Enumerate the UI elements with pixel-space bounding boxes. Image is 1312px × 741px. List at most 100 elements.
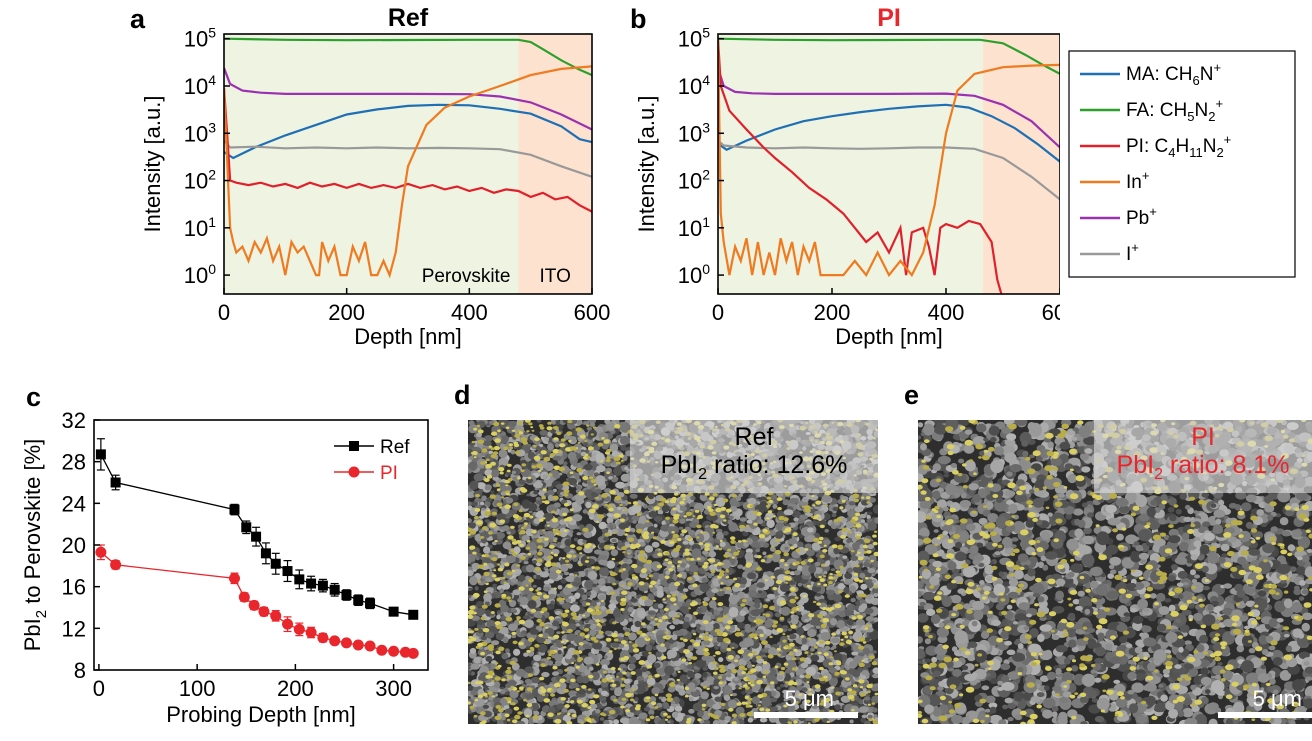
sem-grain [577,486,581,490]
sem-grain [521,633,525,638]
legend-label-ref: Ref [380,437,410,458]
sem-grain [599,522,607,530]
sem-grain [753,562,758,566]
sem-grain [620,718,630,724]
sem-grain [657,622,667,630]
sem-grain [849,636,853,640]
sem-grain [750,674,757,681]
sem-grain [639,585,649,592]
sem-grain [764,578,774,587]
sem-grain [583,509,588,513]
sem-grain [479,515,484,519]
sem-grain [789,634,797,640]
sem-grain [727,673,732,677]
sem-grain [607,560,615,568]
sem-grain [851,651,858,655]
sem-grain [700,583,710,592]
sem-grain [662,661,668,667]
y-tick-label: 100 [678,261,710,288]
y-tick-label: 20 [62,533,86,558]
data-point-pi [95,547,106,558]
sem-grain [516,669,526,677]
sem-grain [746,661,751,664]
sem-grain [858,605,865,612]
sem-grain [662,505,670,512]
y-tick-label: 12 [62,616,86,641]
sem-grain [718,657,723,662]
sem-grain [717,607,723,611]
y-tick-label: 102 [184,167,216,194]
sem-grain [723,531,729,536]
sem-grain [552,621,559,627]
sem-grain [647,677,656,685]
sem-grain [503,637,509,644]
data-point-pi [110,559,121,570]
sem-grain [526,494,530,497]
sem-grain [497,610,501,613]
sem-grain [793,574,801,582]
sem-grain [609,524,614,528]
sem-grain [737,542,744,548]
sem-grain [849,501,856,505]
sem-grain [844,573,852,579]
sem-grain [801,645,809,651]
sem-grain [483,705,489,709]
y-tick-label: 101 [184,214,216,241]
data-point-ref [294,574,304,584]
sem-grain [684,617,690,622]
sem-grain [860,584,867,590]
sem-grain [645,645,652,652]
sem-grain [570,682,579,688]
data-point-ref [261,548,271,558]
sem-grain [641,667,647,672]
sem-grain [761,649,765,653]
sem-grain [486,656,493,662]
sem-grain [629,706,636,712]
sem-grain [703,597,710,602]
x-tick-label: 0 [712,300,724,325]
data-point-ref [318,581,328,591]
sem-grain [654,663,661,668]
sem-grain [789,498,799,504]
sem-grain [842,556,847,559]
sem-grain [867,512,873,516]
sem-grain [608,603,616,609]
sem-grain [585,502,591,508]
sem-grain [760,718,768,723]
sem-grain [782,625,789,629]
data-point-pi [270,610,281,621]
sem-grain [581,595,586,598]
sem-grain [851,598,856,602]
sem-grain [680,563,686,568]
sem-grain [723,685,732,695]
sem-grain [512,471,516,474]
sem-grain [547,603,555,609]
sem-grain [595,452,605,463]
sem-grain [728,519,733,524]
sem-grain [772,504,777,509]
sem-grain [769,684,774,689]
sem-grain [574,577,581,583]
sem-grain [598,555,603,560]
sem-grain [562,709,568,713]
data-point-ref [408,610,418,620]
sem-grain [557,663,561,666]
sem-grain [822,495,832,503]
sem-grain [611,477,618,482]
y-tick-label: 105 [678,25,710,52]
sem-grain [868,521,877,530]
sem-grain [766,571,773,575]
sem-grain [679,621,684,625]
sem-grain [680,506,687,511]
data-point-ref [229,505,239,515]
sem-grain [611,539,616,542]
sem-grain [584,669,590,675]
sem-grain [791,618,799,625]
sem-grain [488,451,493,454]
sem-grain [575,630,581,634]
sem-grain [805,619,810,623]
sem-grain [648,511,657,518]
y-tick-label: 24 [62,491,86,516]
sem-grain [713,686,719,689]
